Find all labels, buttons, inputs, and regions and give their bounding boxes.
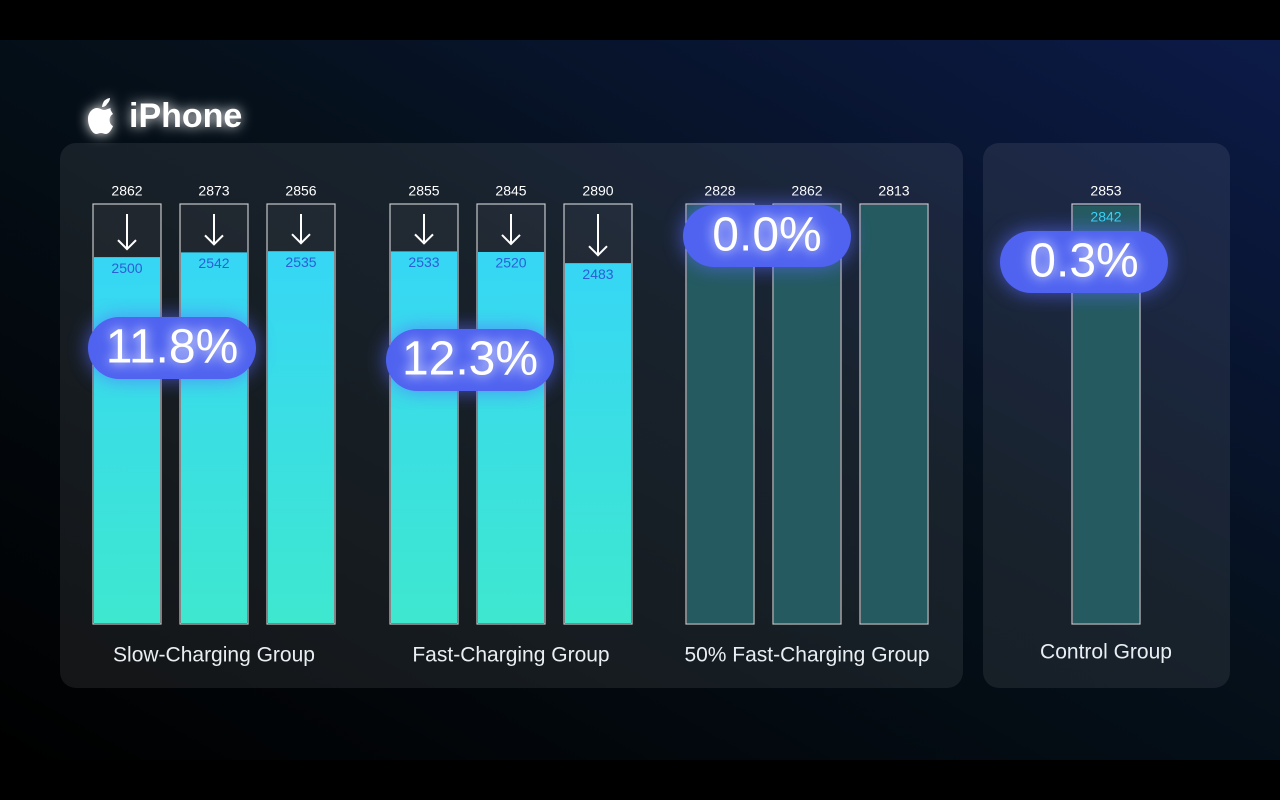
change-label: 0.3% [1029,235,1138,288]
badge [386,329,554,391]
current-label: 2535 [285,254,316,270]
group-label: Fast-Charging Group [412,644,609,667]
current-label: 2520 [495,255,526,271]
bar-fill [565,263,631,623]
badge [88,317,256,379]
current-label: 2842 [1090,208,1121,224]
arrow-head [501,234,521,246]
bar-fill [687,205,753,623]
arrow-head [588,245,608,257]
logo [88,98,113,134]
badge [1000,231,1168,293]
bar-fill [478,251,544,623]
initial-label: 2855 [408,183,439,199]
initial-label: 2813 [878,183,909,199]
current-label: 2533 [408,254,439,270]
bar-fill [774,205,840,623]
bar-fill [268,251,334,624]
bar-fill [94,257,160,623]
initial-label: 2890 [582,183,613,199]
badge [683,205,851,267]
change-label: 11.8% [106,321,239,374]
initial-label: 2828 [704,183,735,199]
initial-label: 2873 [198,183,229,199]
bar-fill [181,252,247,624]
bars: 2862 2500 2873 2542 2856 2535 Slow-Charging Gr… [88,183,1172,667]
arrow-head [117,239,137,251]
group-label: Control Group [1040,641,1172,664]
initial-label: 2862 [111,183,142,199]
arrow-head [204,234,224,246]
change-label: 0.0% [712,209,821,262]
initial-label: 2845 [495,183,526,199]
arrow-head [414,233,434,245]
arrow-head [291,233,311,245]
initial-label: 2853 [1090,183,1121,199]
title: iPhone [129,97,242,135]
current-label: 2500 [111,260,142,276]
current-label: 2542 [198,255,229,271]
group-label: 50% Fast-Charging Group [684,644,929,667]
initial-label: 2856 [285,183,316,199]
bar-fill [861,205,927,623]
initial-label: 2862 [791,183,822,199]
bar-fill [391,251,457,624]
change-label: 12.3% [402,333,538,386]
group-label: Slow-Charging Group [113,644,315,667]
current-label: 2483 [582,266,613,282]
